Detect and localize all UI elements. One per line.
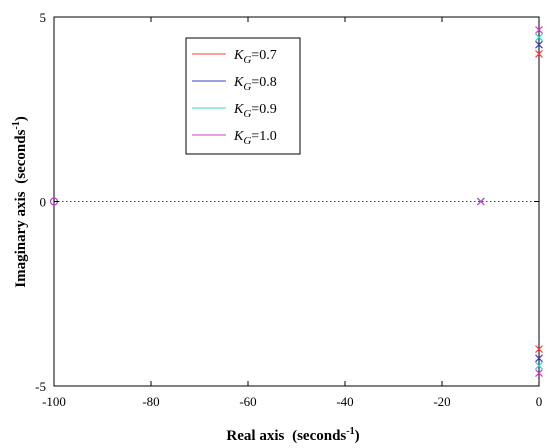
legend-label: KG=0.9 — [233, 102, 277, 120]
x-tick-label: -60 — [239, 394, 256, 409]
pole-marker — [535, 40, 543, 49]
y-tick-label: 0 — [40, 195, 47, 210]
x-tick-label: -100 — [42, 394, 66, 409]
pole-marker — [535, 361, 543, 370]
pole-marker — [535, 345, 543, 354]
x-tick-label: -80 — [142, 394, 159, 409]
pole-marker — [535, 369, 543, 378]
y-axis-label: Imaginary axis (seconds-1) — [11, 116, 29, 288]
x-tick-label: 0 — [536, 394, 543, 409]
pole-marker — [535, 49, 543, 58]
legend-label: KG=0.7 — [233, 48, 277, 66]
legend: KG=0.7 KG=0.8 KG=0.9 KG=1.0 — [185, 37, 301, 155]
y-tick-label: 5 — [40, 10, 47, 25]
pole-marker — [476, 197, 485, 206]
x-tick-label: -40 — [336, 394, 353, 409]
pole-marker — [535, 25, 543, 34]
x-tick-label: -20 — [433, 394, 450, 409]
y-tick-label: -5 — [35, 379, 46, 394]
pole-marker — [535, 354, 543, 363]
x-axis-label: Real axis (seconds-1) — [226, 426, 359, 444]
legend-label: KG=0.8 — [233, 75, 277, 93]
pole-marker — [535, 33, 543, 42]
legend-label: KG=1.0 — [233, 129, 277, 147]
